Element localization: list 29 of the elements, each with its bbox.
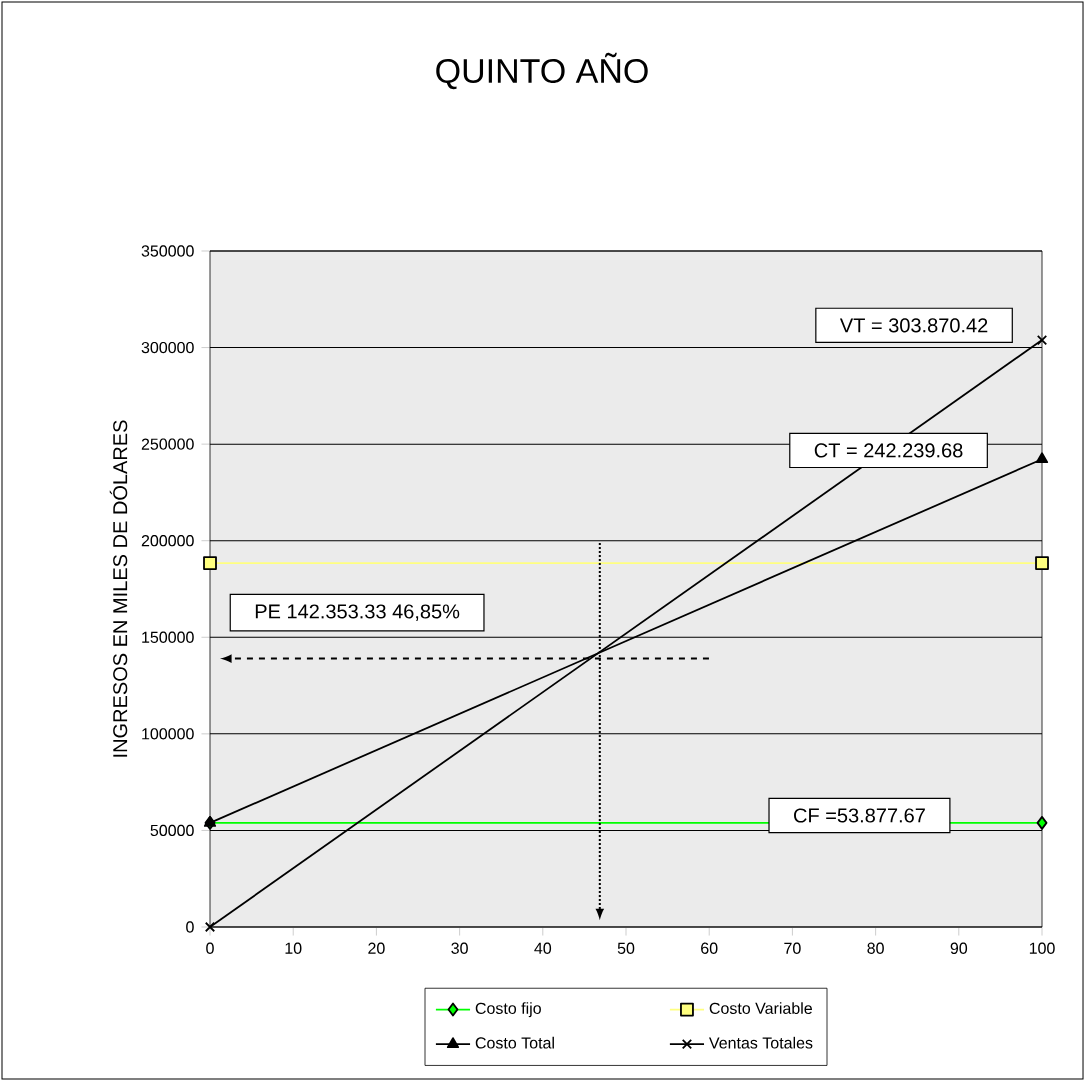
x-tick-label: 100	[1029, 942, 1055, 954]
y-tick-label: 350000	[141, 245, 194, 257]
y-axis-title: INGRESOS EN MILES DE DÓLARES	[109, 420, 128, 757]
legend-label: Costo fijo	[475, 1002, 541, 1018]
y-tick-label: 250000	[141, 438, 194, 450]
x-tick-label: 70	[784, 942, 801, 954]
x-tick-label: 30	[451, 942, 468, 954]
annotation: CT = 242.239.68	[814, 443, 963, 458]
x-tick-label: 80	[867, 942, 884, 954]
legend-label: Ventas Totales	[709, 1036, 813, 1049]
x-tick-label: 90	[950, 942, 968, 954]
annotation: PE 142.353.33 46,85%	[255, 604, 460, 621]
x-tick-label: 50	[617, 942, 635, 954]
chart-title: QUINTO AÑO	[436, 52, 648, 90]
y-tick-label: 50000	[150, 824, 194, 837]
x-tick-label: 10	[285, 942, 302, 954]
x-tick-label: 60	[701, 942, 718, 954]
y-tick-label: 200000	[141, 535, 194, 547]
y-tick-label: 100000	[142, 728, 194, 740]
legend-label: Costo Variable	[709, 1002, 812, 1014]
x-tick-label: 40	[534, 942, 552, 954]
y-tick-label: 0	[186, 921, 194, 933]
y-tick-label: 300000	[141, 341, 194, 354]
legend-label: Costo Total	[475, 1036, 554, 1049]
y-tick-label: 150000	[142, 631, 194, 643]
annotation: VT = 303.870.42	[839, 318, 988, 333]
annotation: CF =53.877.67	[794, 808, 925, 823]
x-tick-label: 20	[368, 942, 385, 954]
x-tick-label: 0	[206, 942, 214, 954]
